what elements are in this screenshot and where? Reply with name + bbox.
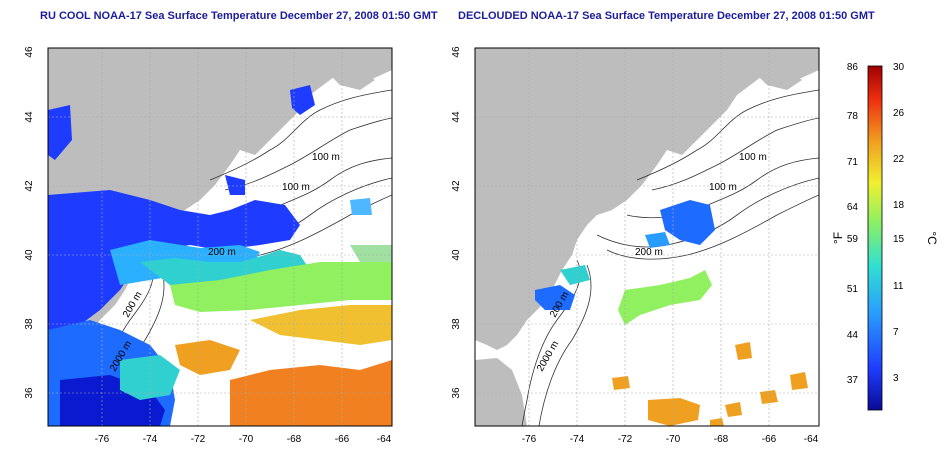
- c-tick: 22: [893, 154, 905, 165]
- f-tick: 64: [847, 202, 859, 213]
- left-x-tick: -76: [95, 434, 110, 445]
- right-x-tick: -66: [762, 434, 777, 445]
- left-x-tick: -66: [335, 434, 350, 445]
- colorbar-celsius-unit: °C: [925, 231, 939, 245]
- left-contour-label-3: 200 m: [208, 247, 236, 258]
- f-tick: 86: [847, 62, 859, 73]
- c-tick: 18: [893, 200, 905, 211]
- f-tick: 71: [847, 157, 859, 168]
- f-tick: 78: [847, 111, 859, 122]
- colorbar-fahrenheit-unit: °F: [831, 232, 845, 244]
- left-sst-field: [48, 85, 392, 426]
- left-land-mass: [48, 48, 392, 350]
- right-y-tick: 46: [451, 46, 462, 58]
- f-tick: 59: [847, 234, 859, 245]
- right-land-coast-south: [475, 358, 527, 426]
- c-tick: 3: [893, 373, 899, 384]
- left-contour-label-1: 100 m: [312, 152, 340, 163]
- right-x-tick: -64: [804, 434, 819, 445]
- left-y-tick: 36: [24, 387, 35, 399]
- right-x-tick: -76: [522, 434, 537, 445]
- f-tick: 51: [847, 284, 859, 295]
- right-contour-label-1: 100 m: [739, 152, 767, 163]
- left-y-tick: 44: [24, 111, 35, 123]
- left-x-tick: -72: [191, 434, 206, 445]
- right-y-axis: 36 38 40 42 44 46: [451, 46, 462, 399]
- left-y-tick: 46: [24, 46, 35, 58]
- right-contour-label-3: 200 m: [635, 247, 663, 258]
- left-peninsula: [320, 60, 375, 90]
- left-grid: [48, 48, 392, 426]
- left-x-tick: -70: [239, 434, 254, 445]
- left-y-axis: 36 38 40 42 44 46: [24, 46, 35, 399]
- right-x-tick: -70: [666, 434, 681, 445]
- right-x-tick: -72: [618, 434, 633, 445]
- left-panel-title: RU COOL NOAA-17 Sea Surface Temperature …: [40, 10, 438, 22]
- left-y-tick: 38: [24, 318, 35, 330]
- left-x-tick: -74: [143, 434, 158, 445]
- right-map: 100 m 100 m 200 m 200 m 2000 m -76 -74 -…: [451, 46, 820, 445]
- left-y-tick: 42: [24, 180, 35, 192]
- right-x-axis: -76 -74 -72 -70 -68 -66 -64: [522, 434, 819, 445]
- right-x-tick: -74: [570, 434, 585, 445]
- left-x-axis: -76 -74 -72 -70 -68 -66 -64: [95, 434, 392, 445]
- right-y-tick: 36: [451, 387, 462, 399]
- left-y-tick: 40: [24, 249, 35, 261]
- right-y-tick: 42: [451, 180, 462, 192]
- c-tick: 15: [893, 234, 905, 245]
- right-panel-title: DECLOUDED NOAA-17 Sea Surface Temperatur…: [458, 10, 875, 22]
- right-sst-field: [535, 200, 808, 426]
- colorbar-celsius-ticks: 30 26 22 18 15 11 7 3: [893, 62, 905, 384]
- left-map: 100 m 100 m 200 m 200 m 2000 m -76 -74 -…: [24, 46, 393, 445]
- left-contour-label-2: 100 m: [282, 182, 310, 193]
- colorbar-gradient: [867, 65, 883, 411]
- c-tick: 26: [893, 108, 905, 119]
- right-grid: [475, 48, 819, 426]
- right-y-tick: 40: [451, 249, 462, 261]
- c-tick: 11: [893, 281, 904, 292]
- f-tick: 37: [847, 375, 859, 386]
- left-x-tick: -64: [377, 434, 392, 445]
- c-tick: 30: [893, 62, 905, 73]
- colorbar: 86 78 71 64 59 51 44 37 30 26 22 18 15 1…: [831, 62, 939, 411]
- right-y-tick: 44: [451, 111, 462, 123]
- colorbar-fahrenheit-ticks: 86 78 71 64 59 51 44 37: [847, 62, 859, 386]
- right-y-tick: 38: [451, 318, 462, 330]
- right-x-tick: -68: [714, 434, 729, 445]
- c-tick: 7: [893, 327, 899, 338]
- right-contour-label-2: 100 m: [709, 182, 737, 193]
- right-peninsula: [747, 60, 802, 90]
- right-land-mass: [475, 48, 819, 350]
- left-x-tick: -68: [287, 434, 302, 445]
- right-bathymetry: [521, 89, 819, 426]
- f-tick: 44: [847, 330, 859, 341]
